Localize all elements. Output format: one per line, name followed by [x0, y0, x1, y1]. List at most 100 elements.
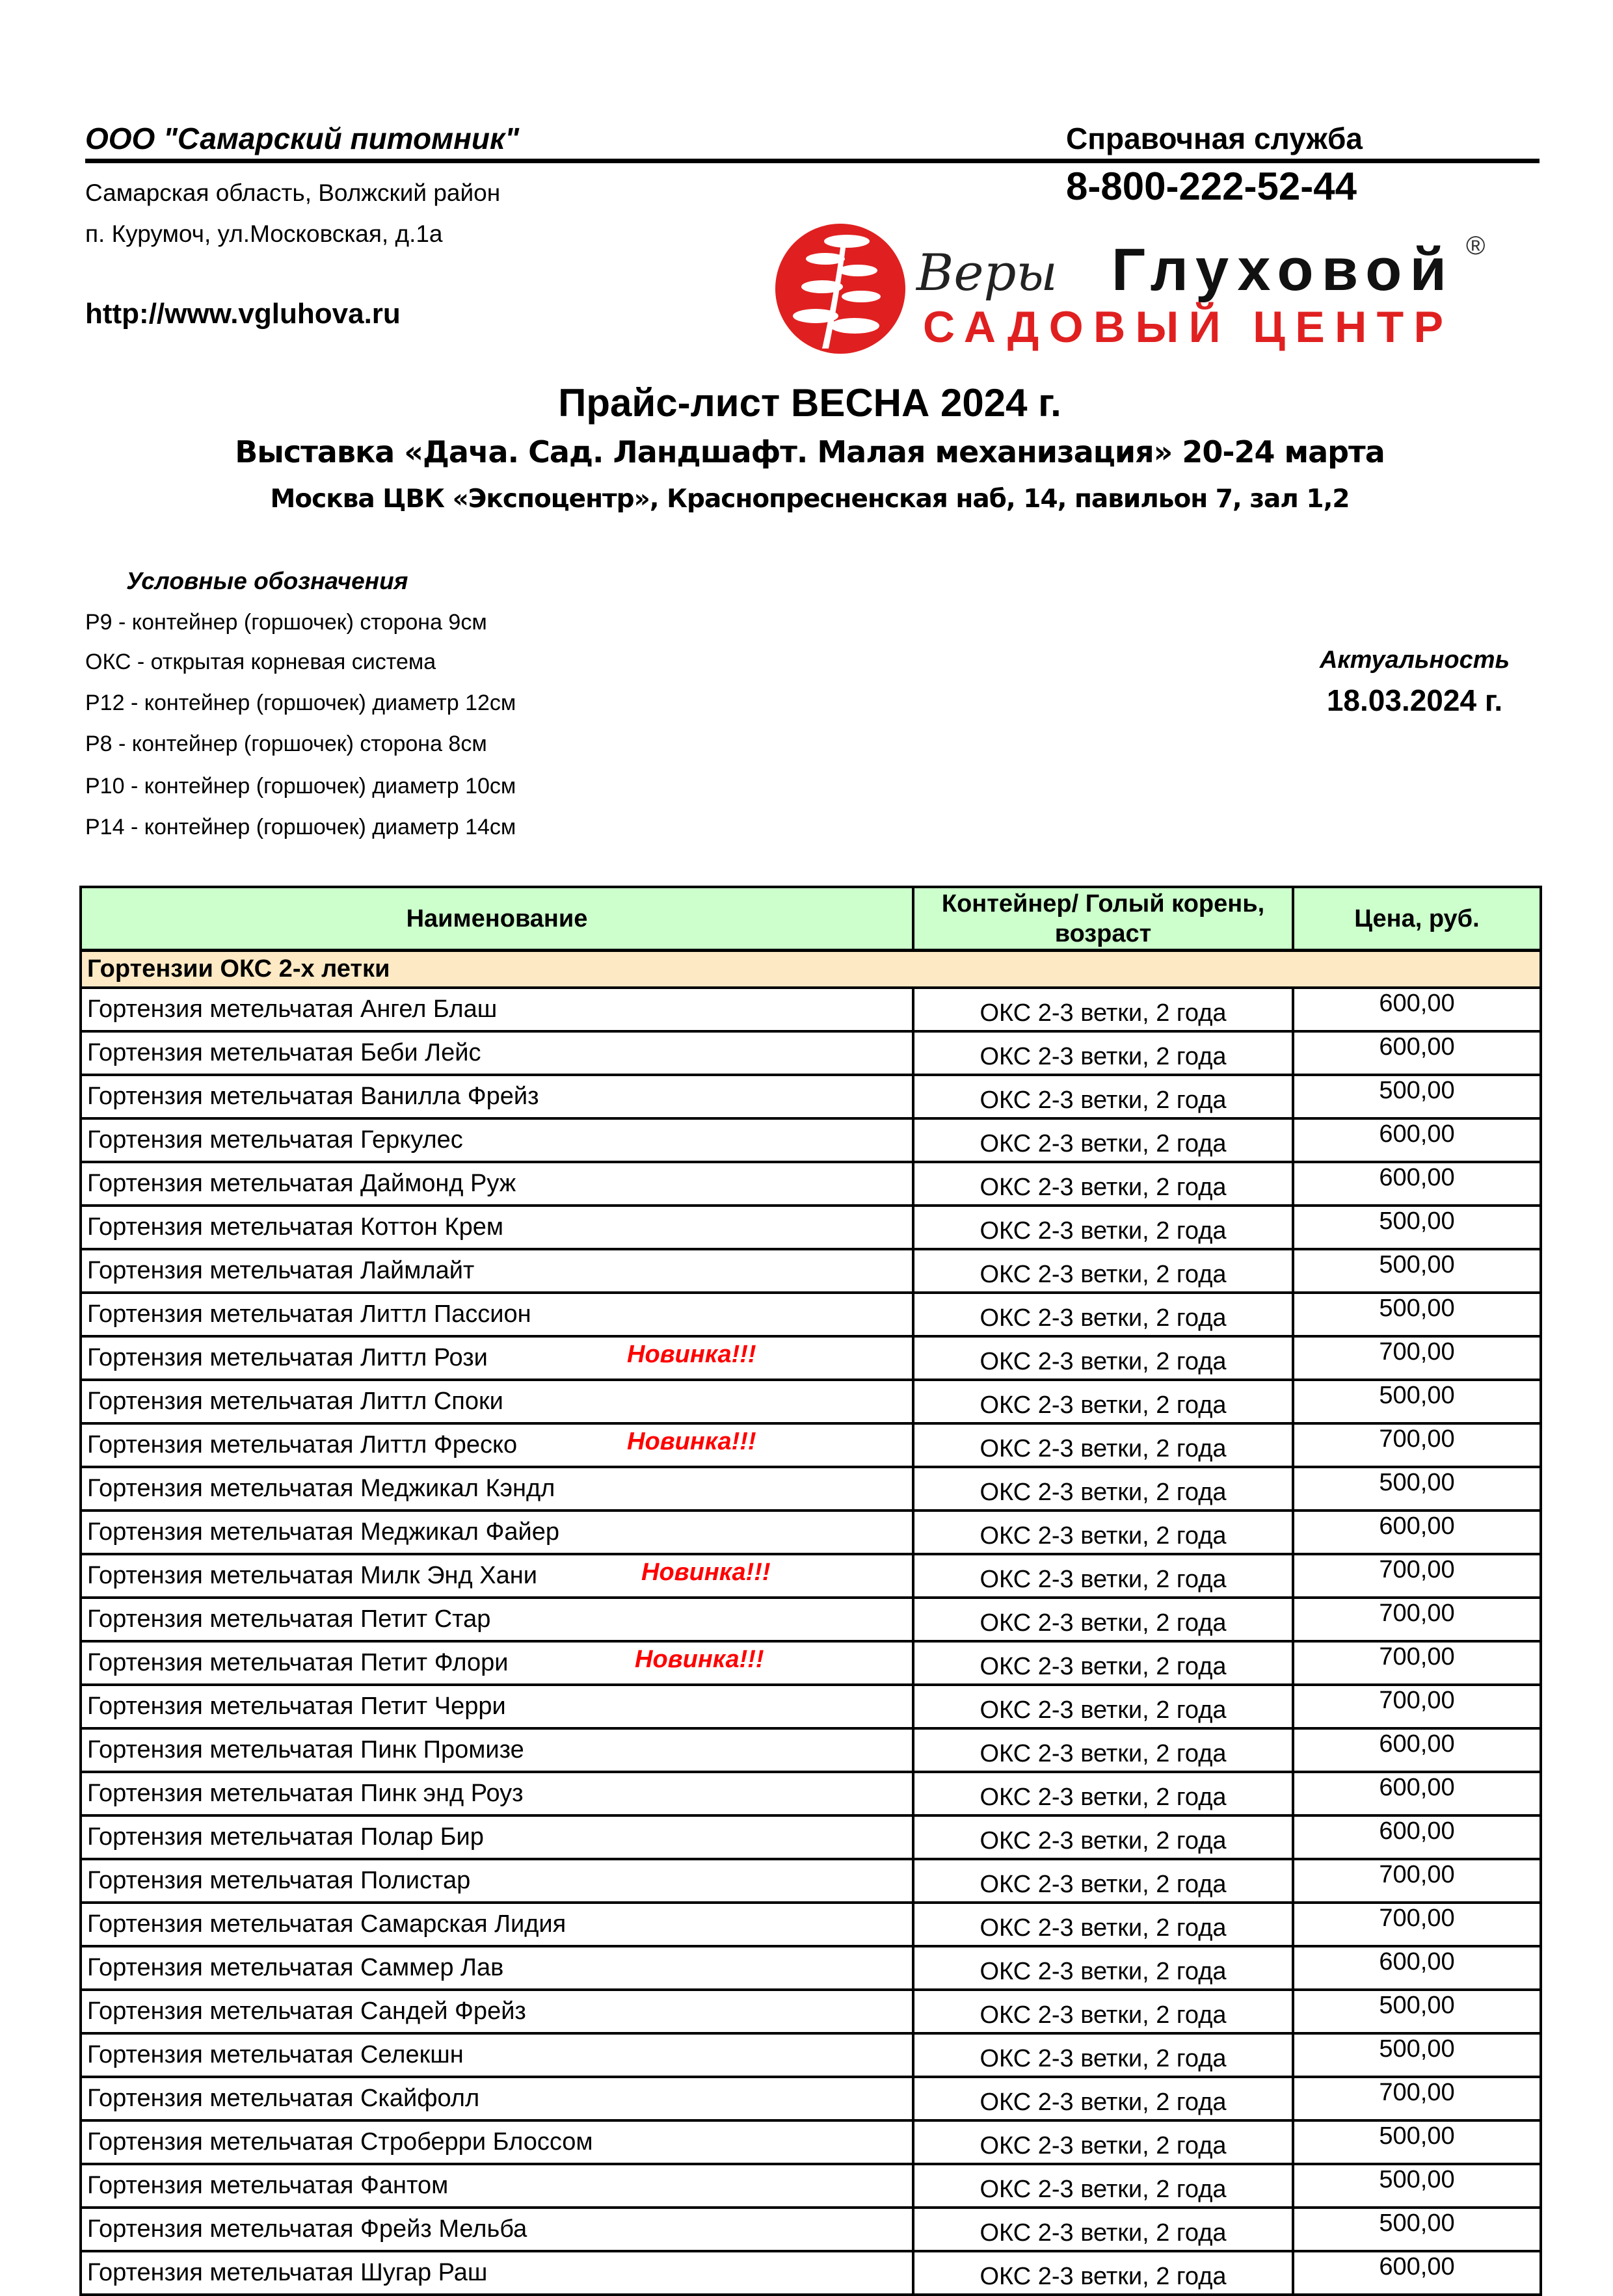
product-price: 700,00	[1292, 1858, 1542, 1904]
product-container: ОКС 2-3 ветки, 2 года	[912, 2163, 1294, 2209]
product-container: ОКС 2-3 ветки, 2 года	[912, 2076, 1294, 2122]
product-price: 600,00	[1292, 1509, 1542, 1555]
product-container: ОКС 2-3 ветки, 2 года	[912, 1509, 1294, 1555]
product-container: ОКС 2-3 ветки, 2 года	[912, 1596, 1294, 1643]
table-row: Гортензия метельчатая Пинк энд Роуз ОКС 2…	[79, 1771, 1542, 1817]
product-name: Гортензия метельчатая Полар Бир	[79, 1814, 914, 1860]
product-container-text: ОКС 2-3 ветки, 2 года	[980, 999, 1227, 1027]
product-name-text: Гортензия метельчатая Полистар	[87, 1867, 471, 1894]
product-container-text: ОКС 2-3 ветки, 2 года	[980, 1478, 1227, 1506]
product-price: 600,00	[1292, 1814, 1542, 1860]
table-row: Гортензия метельчатая Меджикал Кэндл ОКС …	[79, 1466, 1542, 1512]
product-price-text: 700,00	[1379, 1338, 1455, 1366]
product-name-text: Гортензия метельчатая Фрейз Мельба	[87, 2215, 527, 2243]
table-header: Наименование Контейнер/ Голый корень, во…	[79, 886, 1542, 952]
new-badge: Новинка!!!	[635, 1646, 764, 1673]
product-name: Гортензия метельчатая Даймонд Руж	[79, 1161, 914, 1207]
product-container: ОКС 2-3 ветки, 2 года	[912, 1858, 1294, 1904]
product-container-text: ОКС 2-3 ветки, 2 года	[980, 2219, 1227, 2247]
product-price: 500,00	[1292, 2163, 1542, 2209]
product-name-text: Гортензия метельчатая Фантом	[87, 2172, 449, 2199]
phone-number: 8-800-222-52-44	[1066, 165, 1357, 208]
product-name-text: Гортензия метельчатая Самарская Лидия	[87, 1910, 567, 1938]
product-name: Гортензия метельчатая Селекшн	[79, 2032, 914, 2078]
product-name: Гортензия метельчатая Сандей Фрейз	[79, 1988, 914, 2035]
product-name-text: Гортензия метельчатая Петит Флори	[87, 1649, 509, 1676]
product-container: ОКС 2-3 ветки, 2 года	[912, 2119, 1294, 2165]
product-name-text: Гортензия метельчатая Петит Черри	[87, 1693, 506, 1720]
product-container: ОКС 2-3 ветки, 2 года	[912, 1683, 1294, 1730]
product-price-text: 500,00	[1379, 2035, 1455, 2063]
tree-icon	[793, 235, 881, 349]
product-container: ОКС 2-3 ветки, 2 года	[912, 1466, 1294, 1512]
new-badge: Новинка!!!	[627, 1341, 756, 1368]
table-row: Гортензия метельчатая Пинк Промизе ОКС 2-…	[79, 1727, 1542, 1773]
product-container-text: ОКС 2-3 ветки, 2 года	[980, 1652, 1227, 1680]
table-row: Гортензия метельчатая Скайфолл ОКС 2-3 ве…	[79, 2076, 1542, 2122]
product-container-text: ОКС 2-3 ветки, 2 года	[980, 1217, 1227, 1245]
product-name: Гортензия метельчатая Меджикал Кэндл	[79, 1466, 914, 1512]
table-row: Гортензия метельчатая Милк Энд Хани Новин…	[79, 1553, 1542, 1599]
actuality-label: Актуальность	[1319, 646, 1510, 674]
table-row: Гортензия метельчатая Литтл Споки ОКС 2-3…	[79, 1379, 1542, 1425]
product-name: Гортензия метельчатая Литтл Пассион	[79, 1291, 914, 1338]
product-name: Гортензия метельчатая Литтл Фреско Новинк…	[79, 1422, 914, 1468]
product-price: 700,00	[1292, 1422, 1542, 1468]
product-container: ОКС 2-3 ветки, 2 года	[912, 1335, 1294, 1381]
product-container-text: ОКС 2-3 ветки, 2 года	[980, 1173, 1227, 1201]
product-container-text: ОКС 2-3 ветки, 2 года	[980, 1827, 1227, 1854]
product-name: Гортензия метельчатая Пинк Промизе	[79, 1727, 914, 1773]
product-container: ОКС 2-3 ветки, 2 года	[912, 1901, 1294, 1947]
product-price-text: 500,00	[1379, 1295, 1455, 1322]
product-container-text: ОКС 2-3 ветки, 2 года	[980, 1304, 1227, 1332]
product-price-text: 500,00	[1379, 1469, 1455, 1496]
table-row: Гортензия метельчатая Лаймлайт ОКС 2-3 ве…	[79, 1248, 1542, 1294]
product-container: ОКС 2-3 ветки, 2 года	[912, 2206, 1294, 2252]
product-price: 500,00	[1292, 1074, 1542, 1120]
product-container: ОКС 2-3 ветки, 2 года	[912, 1771, 1294, 1817]
product-price: 600,00	[1292, 1771, 1542, 1817]
product-container-text: ОКС 2-3 ветки, 2 года	[980, 1783, 1227, 1811]
product-name-text: Гортензия метельчатая Литтл Фреско	[87, 1431, 518, 1458]
product-container-text: ОКС 2-3 ветки, 2 года	[980, 1870, 1227, 1898]
category-label: Гортензии ОКС 2-х летки	[79, 949, 1542, 989]
product-price-text: 600,00	[1379, 1033, 1455, 1061]
product-name-text: Гортензия метельчатая Пинк энд Роуз	[87, 1780, 524, 1807]
product-name: Гортензия метельчатая Ванилла Фрейз	[79, 1074, 914, 1120]
product-name-text: Гортензия метельчатая Даймонд Руж	[87, 1170, 516, 1197]
product-price-text: 700,00	[1379, 1600, 1455, 1627]
product-container-text: ОКС 2-3 ветки, 2 года	[980, 2088, 1227, 2116]
table-row: Гортензия метельчатая Коттон Крем ОКС 2-3…	[79, 1204, 1542, 1250]
column-header-name: Наименование	[79, 886, 914, 952]
table-row: Гортензия метельчатая Даймонд Руж ОКС 2-3…	[79, 1161, 1542, 1207]
product-container-text: ОКС 2-3 ветки, 2 года	[980, 1565, 1227, 1593]
logo-script: Веры	[915, 244, 1058, 302]
product-name-text: Гортензия метельчатая Беби Лейс	[87, 1039, 481, 1066]
category-row: Гортензии ОКС 2-х летки	[79, 949, 1542, 989]
product-price-text: 600,00	[1379, 1120, 1455, 1148]
legend-item: ОКС - открытая корневая система	[85, 650, 436, 674]
product-name: Гортензия метельчатая Ангел Блаш	[79, 986, 914, 1033]
product-price-text: 700,00	[1379, 2079, 1455, 2106]
product-price: 700,00	[1292, 1335, 1542, 1381]
product-container-text: ОКС 2-3 ветки, 2 года	[980, 1739, 1227, 1767]
product-price-text: 700,00	[1379, 1556, 1455, 1583]
product-name-text: Гортензия метельчатая Ванилла Фрейз	[87, 1083, 539, 1110]
table-row: Гортензия метельчатая Геркулес ОКС 2-3 ве…	[79, 1117, 1542, 1163]
table-row: Гортензия метельчатая Литтл Пассион ОКС 2…	[79, 1291, 1542, 1338]
product-price-text: 600,00	[1379, 1730, 1455, 1758]
product-container: ОКС 2-3 ветки, 2 года	[912, 1030, 1294, 1076]
product-container: ОКС 2-3 ветки, 2 года	[912, 1727, 1294, 1773]
product-container: ОКС 2-3 ветки, 2 года	[912, 2032, 1294, 2078]
product-price: 700,00	[1292, 1640, 1542, 1686]
product-price-text: 700,00	[1379, 1687, 1455, 1714]
product-name: Гортензия метельчатая Лаймлайт	[79, 1248, 914, 1294]
website-link[interactable]: http://www.vgluhova.ru	[85, 298, 401, 330]
table-row: Гортензия метельчатая Ангел Блаш ОКС 2-3 …	[79, 986, 1542, 1033]
table-row: Гортензия метельчатая Шугар Раш ОКС 2-3 в…	[79, 2250, 1542, 2296]
table-row: Гортензия метельчатая Петит Флори Новинка…	[79, 1640, 1542, 1686]
table-row: Гортензия метельчатая Селекшн ОКС 2-3 вет…	[79, 2032, 1542, 2078]
product-container: ОКС 2-3 ветки, 2 года	[912, 1204, 1294, 1250]
product-name-text: Гортензия метельчатая Лаймлайт	[87, 1257, 475, 1284]
product-price-text: 500,00	[1379, 2166, 1455, 2193]
